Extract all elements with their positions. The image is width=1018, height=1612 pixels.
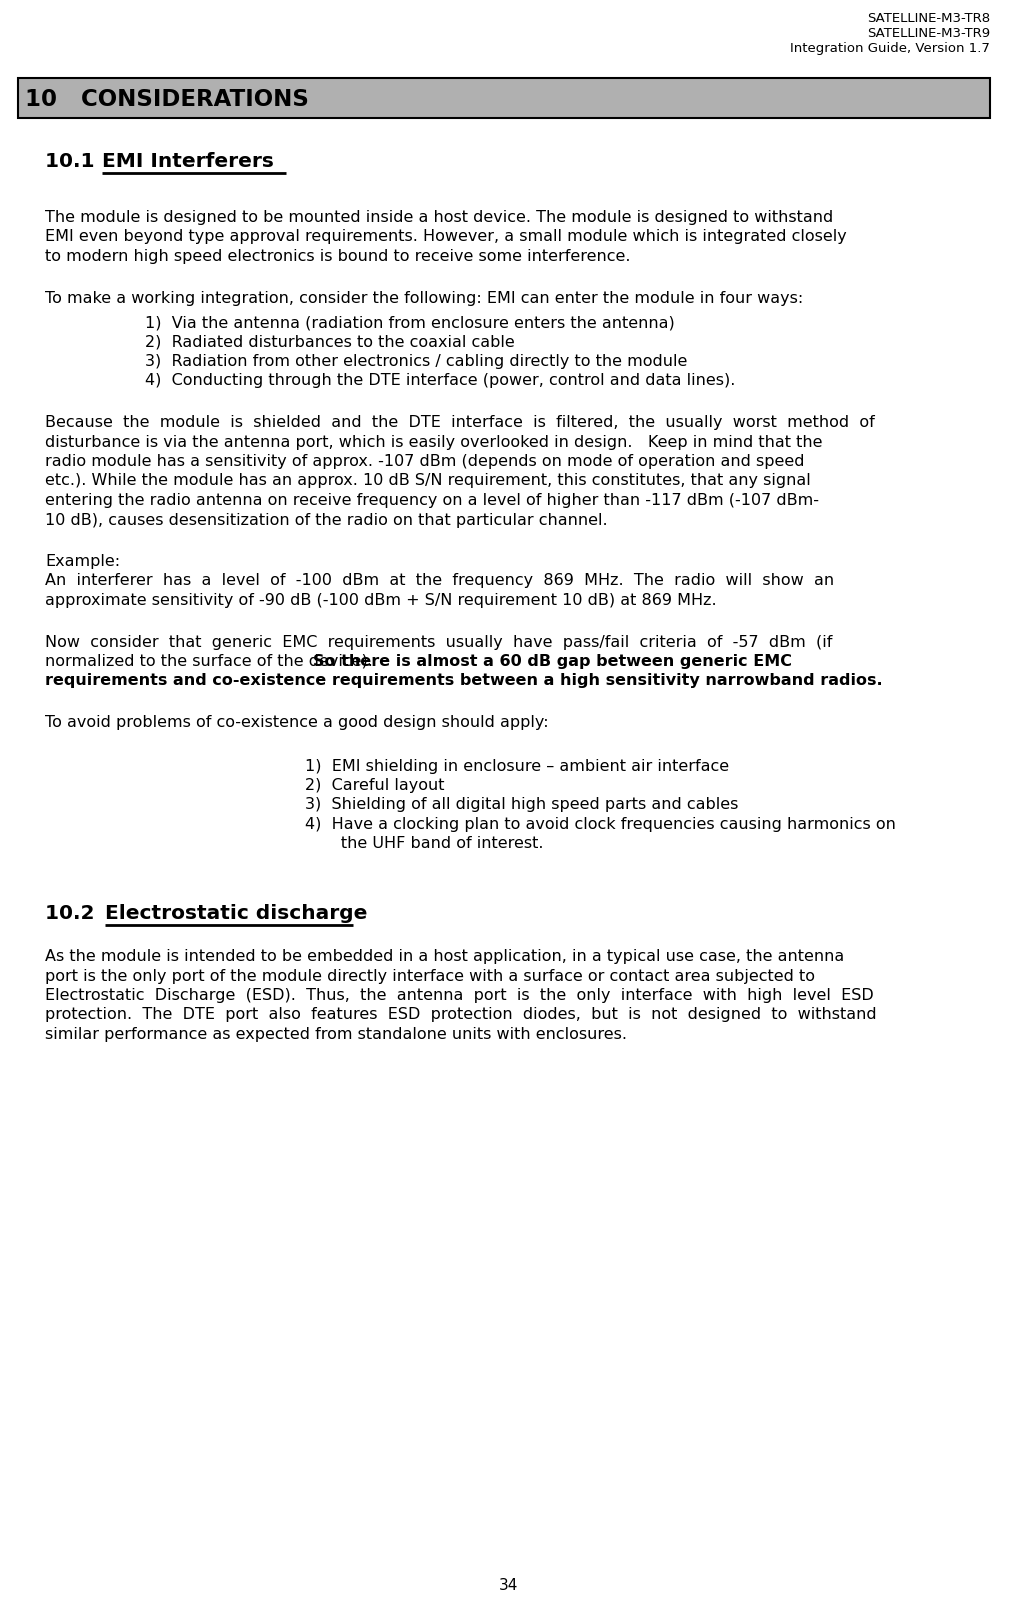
- Text: As the module is intended to be embedded in a host application, in a typical use: As the module is intended to be embedded…: [45, 949, 844, 964]
- Text: to modern high speed electronics is bound to receive some interference.: to modern high speed electronics is boun…: [45, 248, 630, 264]
- Text: 10 dB), causes desensitization of the radio on that particular channel.: 10 dB), causes desensitization of the ra…: [45, 513, 608, 527]
- Text: Now  consider  that  generic  EMC  requirements  usually  have  pass/fail  crite: Now consider that generic EMC requiremen…: [45, 635, 833, 650]
- Text: 34: 34: [499, 1578, 519, 1593]
- Text: To make a working integration, consider the following: EMI can enter the module : To make a working integration, consider …: [45, 290, 803, 306]
- Text: EMI even beyond type approval requirements. However, a small module which is int: EMI even beyond type approval requiremen…: [45, 229, 847, 245]
- Text: An  interferer  has  a  level  of  -100  dBm  at  the  frequency  869  MHz.  The: An interferer has a level of -100 dBm at…: [45, 574, 834, 588]
- Text: The module is designed to be mounted inside a host device. The module is designe: The module is designed to be mounted ins…: [45, 210, 834, 226]
- Text: Electrostatic discharge: Electrostatic discharge: [105, 904, 367, 924]
- Text: 10   CONSIDERATIONS: 10 CONSIDERATIONS: [25, 87, 308, 111]
- Text: disturbance is via the antenna port, which is easily overlooked in design.   Kee: disturbance is via the antenna port, whi…: [45, 435, 823, 450]
- Text: 4)  Conducting through the DTE interface (power, control and data lines).: 4) Conducting through the DTE interface …: [145, 374, 735, 388]
- Text: 1)  Via the antenna (radiation from enclosure enters the antenna): 1) Via the antenna (radiation from enclo…: [145, 314, 675, 330]
- Text: To avoid problems of co-existence a good design should apply:: To avoid problems of co-existence a good…: [45, 716, 549, 730]
- Text: EMI Interferers: EMI Interferers: [102, 152, 274, 171]
- Text: approximate sensitivity of -90 dB (-100 dBm + S/N requirement 10 dB) at 869 MHz.: approximate sensitivity of -90 dB (-100 …: [45, 593, 717, 608]
- Text: entering the radio antenna on receive frequency on a level of higher than -117 d: entering the radio antenna on receive fr…: [45, 493, 819, 508]
- Text: requirements and co-existence requirements between a high sensitivity narrowband: requirements and co-existence requiremen…: [45, 674, 883, 688]
- Text: 3)  Shielding of all digital high speed parts and cables: 3) Shielding of all digital high speed p…: [305, 798, 738, 812]
- Text: the UHF band of interest.: the UHF band of interest.: [305, 837, 544, 851]
- Text: radio module has a sensitivity of approx. -107 dBm (depends on mode of operation: radio module has a sensitivity of approx…: [45, 455, 804, 469]
- Text: port is the only port of the module directly interface with a surface or contact: port is the only port of the module dire…: [45, 969, 815, 983]
- Text: Integration Guide, Version 1.7: Integration Guide, Version 1.7: [790, 42, 989, 55]
- Text: 10.1: 10.1: [45, 152, 102, 171]
- Text: protection.  The  DTE  port  also  features  ESD  protection  diodes,  but  is  : protection. The DTE port also features E…: [45, 1008, 876, 1022]
- Text: etc.). While the module has an approx. 10 dB S/N requirement, this constitutes, : etc.). While the module has an approx. 1…: [45, 474, 810, 488]
- Text: 3)  Radiation from other electronics / cabling directly to the module: 3) Radiation from other electronics / ca…: [145, 355, 687, 369]
- Text: 2)  Careful layout: 2) Careful layout: [305, 779, 445, 793]
- Text: Example:: Example:: [45, 555, 120, 569]
- Text: similar performance as expected from standalone units with enclosures.: similar performance as expected from sta…: [45, 1027, 627, 1041]
- Text: 1)  EMI shielding in enclosure – ambient air interface: 1) EMI shielding in enclosure – ambient …: [305, 759, 729, 774]
- Text: normalized to the surface of the device).: normalized to the surface of the device)…: [45, 654, 378, 669]
- Text: SATELLINE-M3-TR8: SATELLINE-M3-TR8: [867, 11, 989, 26]
- Text: SATELLINE-M3-TR9: SATELLINE-M3-TR9: [867, 27, 989, 40]
- Text: So there is almost a 60 dB gap between generic EMC: So there is almost a 60 dB gap between g…: [313, 654, 792, 669]
- Bar: [18, 77, 989, 118]
- Text: Because  the  module  is  shielded  and  the  DTE  interface  is  filtered,  the: Because the module is shielded and the D…: [45, 414, 874, 430]
- Text: 4)  Have a clocking plan to avoid clock frequencies causing harmonics on: 4) Have a clocking plan to avoid clock f…: [305, 817, 896, 832]
- Text: 2)  Radiated disturbances to the coaxial cable: 2) Radiated disturbances to the coaxial …: [145, 335, 515, 350]
- Text: Electrostatic  Discharge  (ESD).  Thus,  the  antenna  port  is  the  only  inte: Electrostatic Discharge (ESD). Thus, the…: [45, 988, 873, 1003]
- Text: 10.2: 10.2: [45, 904, 102, 924]
